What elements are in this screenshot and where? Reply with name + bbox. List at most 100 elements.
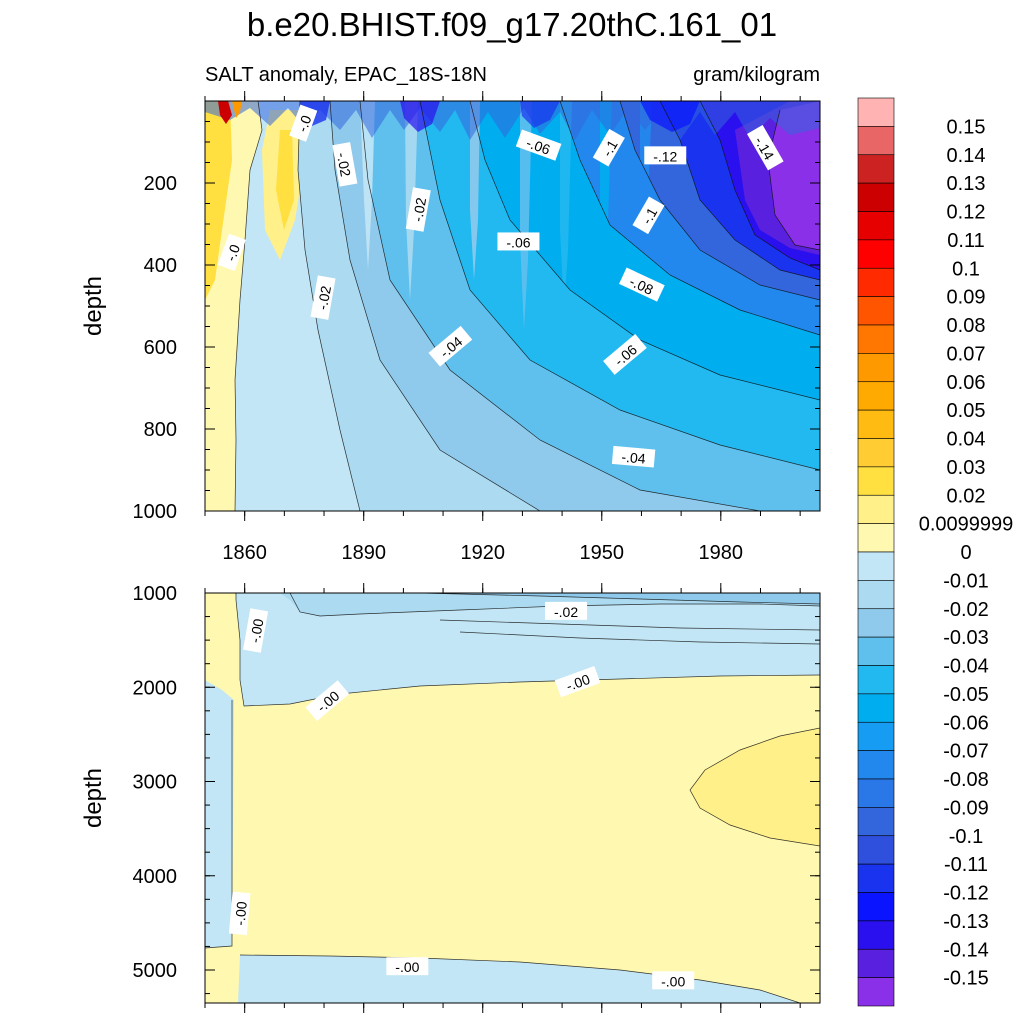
upper-contour-label-text: -.06 <box>506 234 530 250</box>
upper-contour-label: -.02 <box>310 275 336 320</box>
colorbar-swatch <box>857 353 895 383</box>
chart-marks: 200 400 600 800 1000 depth 1860 1890 1920 1950 198… <box>80 91 820 1013</box>
lower-contour-label-text: -.00 <box>395 959 419 975</box>
upper-contour-label-bg <box>217 233 246 271</box>
colorbar-swatch <box>857 126 895 156</box>
colorbar-label: 0.1 <box>952 258 980 280</box>
colorbar-swatch <box>857 778 895 808</box>
colorbar-swatch <box>857 97 895 127</box>
lower-ytick-label: 2000 <box>133 677 178 699</box>
xtick-label: 1980 <box>699 542 744 564</box>
colorbar-label: -0.15 <box>943 968 989 990</box>
upper-contour-label-bg <box>405 187 431 232</box>
colorbar: 0.15 0.14 0.13 0.12 0.11 0.1 0.09 0.08 0.07 0.06 0… <box>857 97 1014 1007</box>
colorbar-swatch <box>857 551 895 581</box>
colorbar-label: -0.03 <box>943 627 989 649</box>
figure-title: b.e20.BHIST.f09_g17.20thC.161_01 <box>247 6 777 43</box>
colorbar-swatch <box>857 580 895 610</box>
colorbar-label: -0.14 <box>943 939 989 961</box>
colorbar-label: -0.1 <box>949 826 983 848</box>
colorbar-swatch <box>857 807 895 837</box>
upper-contour-label-bg <box>747 124 784 171</box>
colorbar-swatch <box>857 296 895 326</box>
colorbar-label: 0.14 <box>947 145 986 167</box>
lower-contour-label: -.00 <box>554 665 601 698</box>
upper-contour-label: -.12 <box>644 146 687 165</box>
subtitle-right: gram/kilogram <box>693 64 820 86</box>
upper-contour-label-bg <box>332 142 358 187</box>
lower-contour-label-bg <box>305 680 350 722</box>
upper-contour-label-bg <box>611 445 656 468</box>
lower-contour-label-text: -.02 <box>554 604 578 620</box>
upper-contour-label-bg <box>497 232 540 251</box>
colorbar-swatch <box>857 182 895 212</box>
upper-ytick-label: 400 <box>144 255 177 277</box>
colorbar-swatch <box>857 835 895 865</box>
lower-contour-label-bg <box>545 601 588 620</box>
upper-contour-label: -.02 <box>405 187 431 232</box>
colorbar-label: 0.04 <box>947 429 986 451</box>
lower-contour-label-text: -.00 <box>564 671 592 694</box>
colorbar-swatch <box>857 154 895 184</box>
colorbar-swatch <box>857 239 895 269</box>
colorbar-swatch <box>857 948 895 978</box>
upper-ytick-label: 800 <box>144 419 177 441</box>
upper-contour-label-bg <box>592 128 625 167</box>
colorbar-swatch <box>857 381 895 411</box>
colorbar-label: -0.13 <box>943 911 989 933</box>
upper-contour-label: -.1 <box>592 128 625 167</box>
colorbar-swatch <box>857 466 895 496</box>
lower-ytick-label: 1000 <box>133 583 178 605</box>
upper-ytick-label: 1000 <box>133 501 178 523</box>
lower-panel-field <box>205 593 820 1003</box>
lower-contour-label: -.02 <box>545 601 588 620</box>
upper-contour-label: -.04 <box>611 445 656 468</box>
colorbar-swatch <box>857 863 895 893</box>
upper-contour-label-text: -.06 <box>524 134 552 157</box>
subtitle-left: SALT anomaly, EPAC_18S-18N <box>205 64 487 86</box>
upper-contour-label-text: -.02 <box>334 151 354 178</box>
colorbar-label: 0.05 <box>947 400 986 422</box>
upper-contour-label-text: -.02 <box>314 284 334 311</box>
lower-contour-label-text: -.00 <box>661 973 685 989</box>
colorbar-label: -0.09 <box>943 797 989 819</box>
colorbar-swatch <box>857 523 895 553</box>
colorbar-swatch <box>857 920 895 950</box>
colorbar-label: 0.09 <box>947 287 986 309</box>
colorbar-label: 0.07 <box>947 343 986 365</box>
lower-contour-label-bg <box>228 891 251 936</box>
upper-panel-field <box>205 101 820 511</box>
lower-contour-label-bg <box>554 665 601 698</box>
colorbar-swatch <box>857 977 895 1007</box>
colorbar-swatch <box>857 267 895 297</box>
xtick-label: 1890 <box>341 542 386 564</box>
upper-contour-label: -.0 <box>289 104 318 142</box>
lower-contour-label: -.00 <box>228 891 251 936</box>
colorbar-label: -0.06 <box>943 712 989 734</box>
upper-ytick-label: 200 <box>144 173 177 195</box>
lower-contour-label-bg <box>652 971 695 990</box>
lower-contour-label-text: -.00 <box>232 901 250 927</box>
colorbar-label: 0 <box>960 542 971 564</box>
upper-contour-label-bg <box>515 129 562 161</box>
upper-contour-label-text: -.12 <box>653 148 677 164</box>
lower-contour-label-text: -.00 <box>247 617 267 644</box>
upper-contour-label: -.06 <box>515 129 562 161</box>
colorbar-label: 0.02 <box>947 485 986 507</box>
colorbar-swatch <box>857 494 895 524</box>
xtick-label: 1950 <box>580 542 625 564</box>
upper-contour-label-bg <box>632 196 665 235</box>
upper-contour-label-bg <box>619 267 665 302</box>
xtick-label: 1920 <box>460 542 505 564</box>
colorbar-label: -0.12 <box>943 883 989 905</box>
upper-surface-streaks <box>205 101 820 140</box>
colorbar-label: 0.0099999 <box>919 514 1014 536</box>
colorbar-label: -0.11 <box>944 854 988 876</box>
colorbar-swatch <box>857 636 895 666</box>
lower-ytick-label: 3000 <box>133 772 178 794</box>
lower-plot-frame <box>204 592 821 1004</box>
upper-contour-label-text: -.1 <box>599 137 621 159</box>
lower-contour-label: -.00 <box>243 608 269 653</box>
upper-contour-label-text: -.0 <box>294 113 315 134</box>
upper-contour-label-bg <box>603 334 647 375</box>
